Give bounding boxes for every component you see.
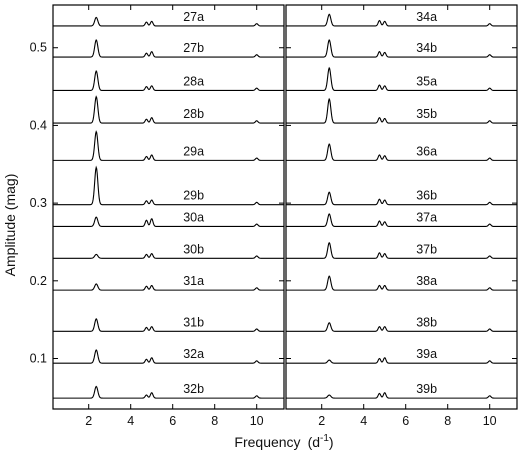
series-line-34b <box>286 38 517 58</box>
panel-frame-2 <box>285 4 518 410</box>
y-tick-label: 0.3 <box>30 196 47 210</box>
series-label-36b: 36b <box>416 189 437 203</box>
series-line-38a <box>286 275 517 291</box>
y-axis-title: Amplitude (mag) <box>2 174 18 277</box>
series-label-31b: 31b <box>183 315 204 329</box>
series-label-30a: 30a <box>183 210 204 224</box>
spectra-lines <box>53 13 517 399</box>
series-line-30a <box>53 216 284 227</box>
series-line-39a <box>286 357 517 364</box>
series-label-35b: 35b <box>416 107 437 121</box>
series-line-29b <box>53 165 284 206</box>
x-axis-title: Frequency (d-1) <box>234 433 333 450</box>
series-line-32b <box>53 385 284 399</box>
x-axis-title-text: Frequency <box>234 434 300 450</box>
series-label-27b: 27b <box>183 41 204 55</box>
panel-labels: 27a 27b 28a 28b 29a 29b 30a 30b 31a 31b 32a 32b 34a 3… <box>183 10 437 396</box>
series-label-34a: 34a <box>416 10 437 24</box>
x-tick-label: 6 <box>402 414 409 428</box>
axis-ticks: 2 4 6 8 10 0.1 0.2 0.3 0.4 0.5 2 4 6 8 10 <box>30 5 517 428</box>
series-label-28b: 28b <box>183 107 204 121</box>
series-line-31b <box>53 318 284 332</box>
series-line-36b <box>286 191 517 206</box>
x-tick-label: 10 <box>483 414 497 428</box>
series-label-38a: 38a <box>416 274 437 288</box>
series-line-39b <box>286 392 517 399</box>
x-axis-unit-close: ) <box>329 434 334 450</box>
series-label-29b: 29b <box>183 189 204 203</box>
y-tick-label: 0.5 <box>30 41 47 55</box>
plot-frame <box>52 4 518 410</box>
series-line-37a <box>286 213 517 227</box>
x-axis-unit: (d <box>308 434 320 450</box>
x-tick-label: 10 <box>250 414 264 428</box>
panel-frame-1 <box>52 4 285 410</box>
series-line-27b <box>53 38 284 58</box>
series-label-36a: 36a <box>416 144 437 158</box>
series-line-36a <box>286 143 517 161</box>
series-line-34a <box>286 13 517 27</box>
x-tick-label: 8 <box>211 414 218 428</box>
series-label-38b: 38b <box>416 315 437 329</box>
x-tick-label: 2 <box>318 414 325 428</box>
series-label-27a: 27a <box>183 10 204 24</box>
x-tick-label: 4 <box>127 414 134 428</box>
series-line-32a <box>53 349 284 364</box>
series-line-38b <box>286 322 517 332</box>
series-line-30b <box>53 253 284 259</box>
x-tick-label: 2 <box>85 414 92 428</box>
series-line-28a <box>53 69 284 92</box>
series-line-31a <box>53 283 284 291</box>
series-label-31a: 31a <box>183 274 204 288</box>
y-tick-label: 0.2 <box>30 274 47 288</box>
series-line-37b <box>286 241 517 259</box>
series-line-35a <box>286 66 517 92</box>
series-label-35a: 35a <box>416 74 437 88</box>
series-line-27a <box>53 16 284 27</box>
series-label-28a: 28a <box>183 74 204 88</box>
series-line-29a <box>53 130 284 161</box>
series-label-29a: 29a <box>183 144 204 158</box>
series-label-37a: 37a <box>416 210 437 224</box>
x-axis-unit-sup: -1 <box>320 433 329 444</box>
series-label-39a: 39a <box>416 347 437 361</box>
series-label-32b: 32b <box>183 382 204 396</box>
series-label-32a: 32a <box>183 347 204 361</box>
x-tick-label: 4 <box>360 414 367 428</box>
y-tick-label: 0.1 <box>30 352 47 366</box>
series-label-37b: 37b <box>416 242 437 256</box>
series-label-30b: 30b <box>183 242 204 256</box>
series-label-39b: 39b <box>416 382 437 396</box>
x-tick-label: 8 <box>444 414 451 428</box>
x-tick-label: 6 <box>169 414 176 428</box>
y-tick-label: 0.4 <box>30 118 47 132</box>
series-line-28b <box>53 95 284 124</box>
series-line-35b <box>286 97 517 124</box>
series-label-34b: 34b <box>416 41 437 55</box>
